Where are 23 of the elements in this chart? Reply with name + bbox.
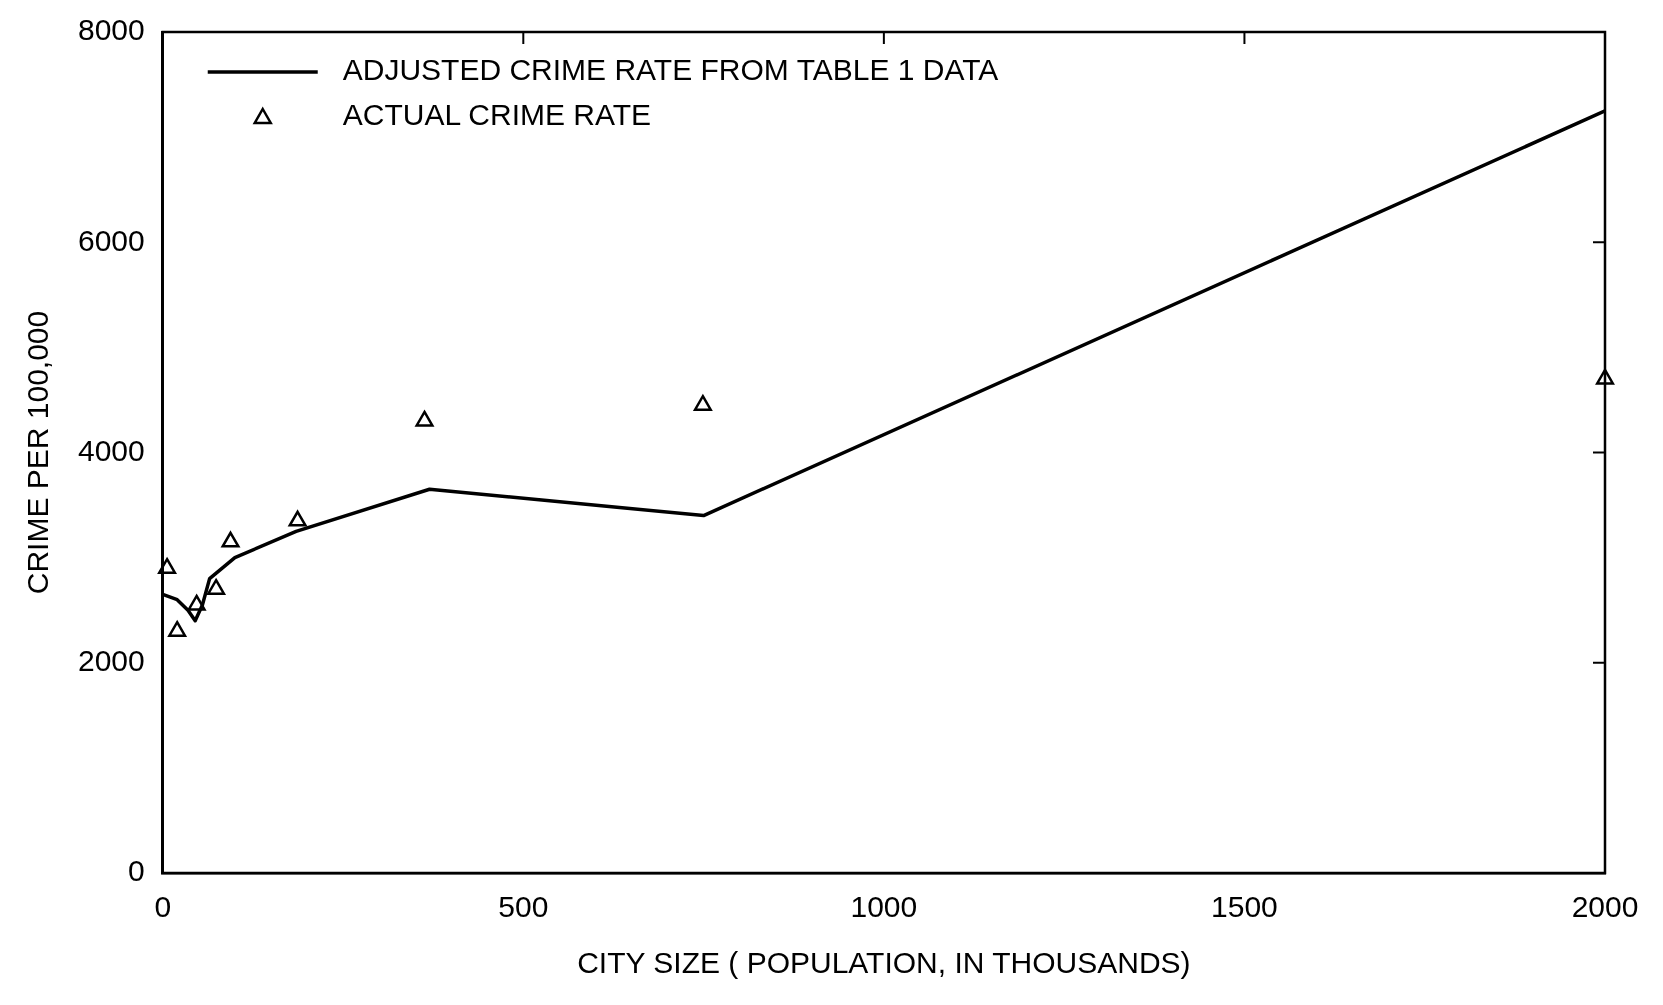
y-tick-label: 8000	[77, 13, 145, 47]
y-tick-label: 2000	[77, 644, 145, 678]
x-axis-title: CITY SIZE ( POPULATION, IN THOUSANDS)	[577, 946, 1191, 980]
legend-label: ACTUAL CRIME RATE	[342, 98, 652, 132]
x-tick-label: 2000	[1571, 890, 1639, 924]
x-tick-label: 1000	[850, 890, 918, 924]
point	[693, 394, 712, 411]
point	[288, 510, 307, 527]
y-tick-label: 6000	[77, 223, 145, 257]
y-axis-title: CRIME PER 100,000	[21, 310, 55, 595]
x-tick-label: 500	[498, 890, 549, 924]
x-tick-label: 1500	[1211, 890, 1278, 924]
point	[415, 410, 434, 427]
point	[1595, 368, 1615, 385]
point	[187, 594, 206, 611]
y-tick-label: 4000	[77, 433, 145, 467]
point	[207, 578, 226, 595]
x-tick-label: 0	[154, 890, 172, 924]
y-tick-label: 0	[128, 854, 145, 888]
point	[168, 620, 187, 637]
point	[158, 557, 177, 574]
legend-label: ADJUSTED CRIME RATE FROM TABLE 1 DATA	[342, 53, 999, 87]
point	[221, 531, 240, 548]
